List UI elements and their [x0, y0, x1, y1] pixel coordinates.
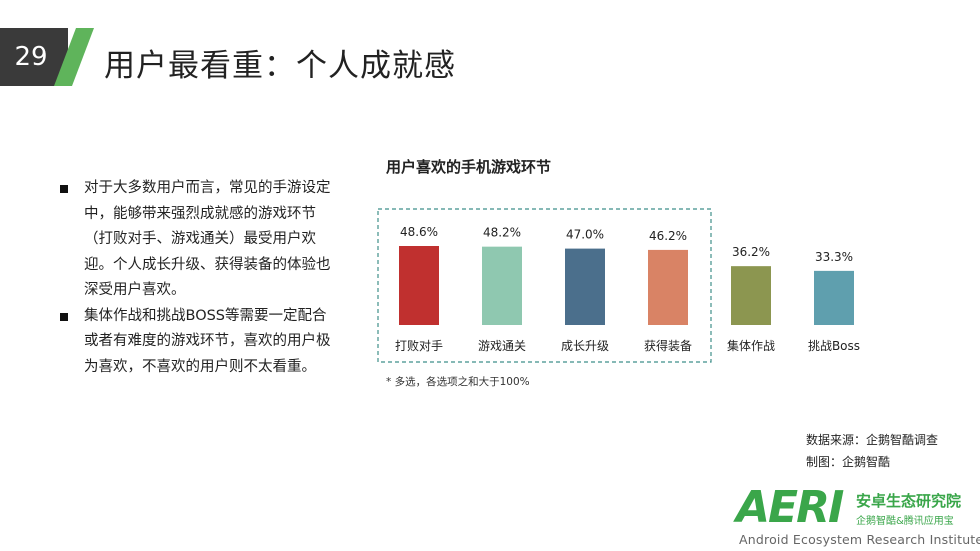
bullet-line: 中，能够带来强烈成就感的游戏环节: [84, 205, 316, 222]
bar: [565, 248, 605, 325]
bar-value-label: 48.6%: [400, 225, 438, 239]
bullet-square-icon: [60, 312, 68, 321]
bar-value-label: 48.2%: [483, 226, 521, 240]
bullet-list: 对于大多数用户而言，常见的手游设定 中，能够带来强烈成就感的游戏环节 （打败对手…: [60, 176, 335, 380]
bar: [814, 270, 854, 325]
category-label: 获得装备: [644, 338, 692, 353]
aeri-logo: AERI 安卓生态研究院 企鹅智酷&腾讯应用宝 Android Ecosyste…: [736, 482, 980, 548]
bar-value-label: 36.2%: [732, 245, 770, 259]
category-label: 打败对手: [395, 338, 443, 353]
chart-title: 用户喜欢的手机游戏环节: [386, 158, 552, 176]
category-label: 集体作战: [727, 338, 775, 353]
bar: [482, 246, 522, 325]
bar-value-label: 47.0%: [566, 228, 604, 242]
page-number-box: 29: [0, 28, 68, 86]
highlight-box: [377, 208, 712, 363]
chart-footnote: * 多选，各选项之和大于100%: [386, 376, 530, 388]
data-source: 数据来源：企鹅智酷调查: [806, 433, 939, 447]
bullet-line: （打败对手、游戏通关）最受用户欢: [84, 231, 316, 247]
bullet-line: 迎。个人成长升级、获得装备的体验也: [84, 256, 331, 273]
bar: [731, 266, 771, 325]
logo-cn-sub: 企鹅智酷&腾讯应用宝: [856, 516, 954, 527]
bar: [399, 246, 439, 325]
logo-en-name: Android Ecosystem Research Institute: [739, 532, 980, 547]
logo-mark: AERI: [736, 482, 844, 533]
category-label: 游戏通关: [478, 339, 526, 353]
category-label: 挑战Boss: [808, 339, 860, 353]
bullet-item-2: 集体作战和挑战BOSS等需要一定配合 或者有难度的游戏环节，喜欢的用户极 为喜欢…: [60, 304, 335, 381]
bullet-line: 对于大多数用户而言，常见的手游设定: [84, 180, 331, 196]
bullet-line: 深受用户喜欢。: [84, 282, 186, 298]
title-accent-slash: [54, 28, 94, 86]
bullet-line: 或者有难度的游戏环节，喜欢的用户极: [84, 333, 331, 349]
source-block: 数据来源：企鹅智酷调查 制图：企鹅智酷: [806, 429, 938, 473]
logo-cn-name: 安卓生态研究院: [856, 492, 962, 510]
bullet-square-icon: [60, 185, 68, 193]
category-label: 成长升级: [561, 339, 609, 353]
chart-maker: 制图：企鹅智酷: [806, 455, 891, 469]
page-number: 29: [14, 42, 48, 72]
bar-value-label: 33.3%: [815, 250, 853, 264]
bullet-line: 为喜欢，不喜欢的用户则不太看重。: [84, 358, 316, 375]
page-title: 用户最看重：个人成就感: [104, 48, 456, 84]
bar-value-label: 46.2%: [649, 229, 687, 243]
bullet-item-1: 对于大多数用户而言，常见的手游设定 中，能够带来强烈成就感的游戏环节 （打败对手…: [60, 176, 335, 304]
bar: [648, 249, 688, 325]
bullet-line: 集体作战和挑战BOSS等需要一定配合: [84, 307, 327, 324]
